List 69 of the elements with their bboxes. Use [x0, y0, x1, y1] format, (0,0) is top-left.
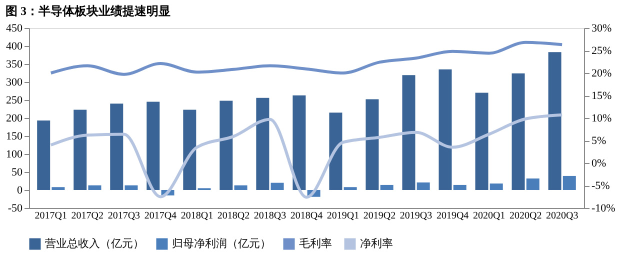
bar — [52, 187, 65, 190]
legend-label: 净利率 — [360, 237, 393, 250]
x-tick-label: 2018Q3 — [254, 210, 286, 222]
bar — [88, 185, 102, 190]
bar — [124, 185, 138, 190]
legend-label: 毛利率 — [299, 237, 332, 250]
bar — [548, 52, 562, 190]
x-tick-label: 2019Q4 — [436, 210, 469, 222]
y2-tick-label: 25% — [592, 45, 612, 57]
y2-tick-label: 5% — [592, 135, 606, 147]
y2-tick-label: 10% — [592, 112, 612, 124]
y-tick-label: 300 — [6, 76, 23, 88]
x-tick-label: 2020Q1 — [472, 210, 506, 222]
x-tick-label: 2017Q1 — [34, 210, 68, 222]
bar — [380, 184, 394, 190]
legend-label: 营业总收入（亿元） — [45, 237, 144, 250]
bar — [234, 185, 248, 190]
y-tick-label: 200 — [6, 112, 23, 124]
x-tick-label: 2017Q4 — [144, 210, 177, 222]
bar — [416, 182, 430, 190]
y-tick-label: 350 — [6, 58, 23, 70]
bar — [526, 178, 540, 190]
y2-tick-label: 15% — [592, 90, 612, 102]
y2-tick-label: 20% — [592, 68, 612, 80]
x-tick-label: 2018Q1 — [180, 210, 214, 222]
bar — [490, 184, 503, 190]
line-series — [49, 40, 564, 76]
bar — [475, 92, 488, 190]
bar — [74, 110, 87, 190]
y-tick-label: 450 — [6, 22, 23, 34]
x-tick-label: 2018Q2 — [217, 210, 250, 222]
bar — [344, 187, 357, 190]
bar — [402, 75, 416, 190]
y-tick-label: 150 — [6, 130, 23, 142]
y-tick-label: 100 — [6, 148, 23, 160]
y-tick-label: -50 — [8, 202, 23, 214]
bar — [453, 184, 466, 190]
x-tick-label: 2017Q3 — [108, 210, 140, 222]
y-tick-label: 50 — [12, 166, 23, 178]
x-tick-label: 2020Q2 — [509, 210, 542, 222]
bar — [110, 104, 124, 190]
bar — [562, 176, 576, 190]
y2-tick-label: 0% — [592, 158, 606, 170]
x-tick-label: 2017Q2 — [71, 210, 104, 222]
bar — [256, 98, 270, 190]
x-tick-label: 2018Q4 — [290, 210, 323, 222]
bar — [146, 102, 160, 190]
bar — [220, 100, 233, 190]
x-tick-label: 2019Q2 — [363, 210, 396, 222]
y2-tick-label: 30% — [592, 22, 612, 34]
chart-title: 图 3：半导体板块业绩提速明显 — [6, 4, 170, 18]
bar — [329, 112, 342, 190]
bar — [37, 120, 50, 190]
y2-tick-label: -10% — [592, 202, 616, 214]
x-tick-label: 2020Q3 — [546, 210, 578, 222]
bar — [270, 182, 284, 190]
bar — [366, 99, 379, 190]
line-series — [49, 113, 564, 199]
bar — [292, 95, 306, 190]
bar — [183, 110, 196, 190]
y-tick-label: 250 — [6, 94, 23, 106]
legend-label: 归母净利润（亿元） — [172, 237, 271, 250]
bar — [438, 69, 452, 190]
bar — [512, 73, 525, 190]
y-tick-label: 400 — [6, 40, 23, 52]
y2-tick-label: -5% — [592, 180, 610, 192]
x-tick-label: 2019Q3 — [400, 210, 432, 222]
y-tick-label: 0 — [17, 184, 23, 196]
x-tick-label: 2019Q1 — [326, 210, 360, 222]
